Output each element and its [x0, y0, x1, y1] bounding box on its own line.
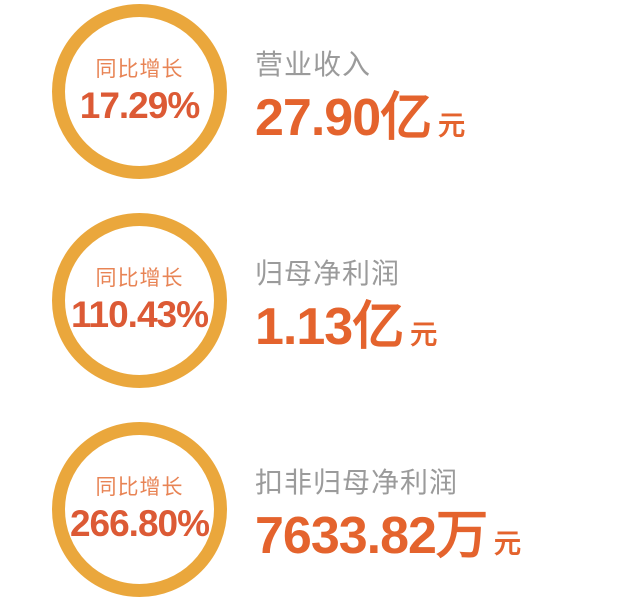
metric-block: 归母净利润 1.13 亿元: [255, 243, 437, 358]
currency-suffix: 元: [493, 529, 521, 560]
metric-label: 归母净利润: [255, 257, 401, 289]
metric-unit: 万: [435, 507, 488, 566]
metric-block: 营业收入 27.90 亿元: [255, 34, 465, 149]
metric-value: 7633.82: [255, 507, 437, 566]
metric-unit: 亿: [352, 298, 404, 357]
metric-label: 扣非归母净利润: [255, 466, 459, 498]
growth-label: 同比增长: [95, 57, 184, 81]
kpi-row-adjusted-net-profit: 同比增长 266.80% 扣非归母净利润 7633.82 万元: [52, 422, 639, 597]
metric-block: 扣非归母净利润 7633.82 万元: [255, 452, 521, 567]
metric-value-line: 27.90 亿元: [255, 89, 465, 149]
growth-ring-badge: 同比增长 266.80%: [52, 422, 227, 597]
kpi-row-revenue: 同比增长 17.29% 营业收入 27.90 亿元: [52, 4, 639, 179]
metric-value: 27.90: [255, 89, 381, 148]
growth-ring-badge: 同比增长 110.43%: [52, 213, 227, 388]
metric-unit: 亿: [380, 89, 432, 148]
currency-suffix: 元: [438, 111, 466, 142]
growth-label: 同比增长: [95, 475, 184, 499]
growth-percent: 17.29%: [79, 84, 200, 126]
growth-ring-badge: 同比增长 17.29%: [52, 4, 227, 179]
growth-label: 同比增长: [95, 266, 184, 290]
growth-percent: 266.80%: [69, 502, 210, 544]
metric-value-line: 1.13 亿元: [255, 298, 437, 358]
metric-value: 1.13: [255, 298, 353, 357]
currency-suffix: 元: [410, 320, 438, 351]
metric-value-line: 7633.82 万元: [255, 507, 521, 567]
growth-percent: 110.43%: [70, 293, 209, 335]
metric-label: 营业收入: [255, 48, 372, 80]
kpi-row-net-profit: 同比增长 110.43% 归母净利润 1.13 亿元: [52, 213, 639, 388]
